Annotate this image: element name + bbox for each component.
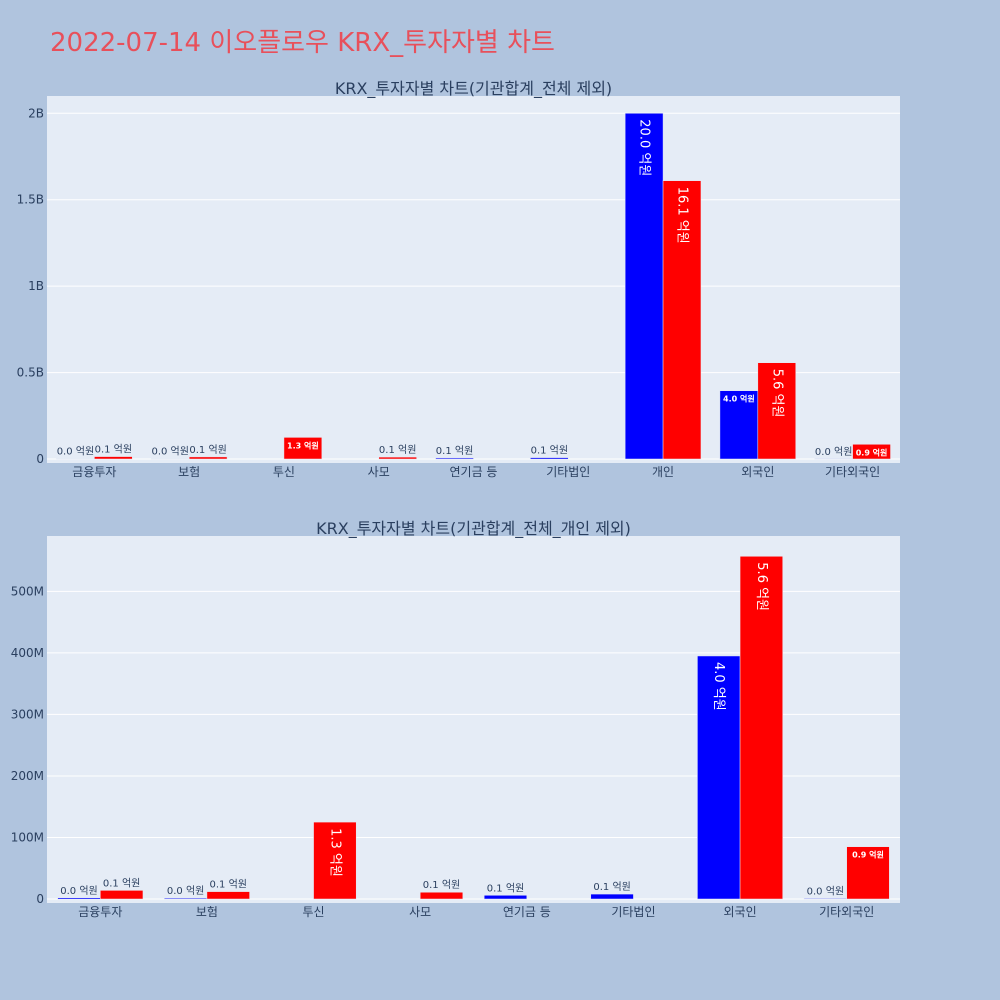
y-axis: 0 0.5B 1B 1.5B 2B [17,106,44,466]
bar-data-label: 0.1 억원 [95,444,132,456]
bar-data-label: 0.9 억원 [852,850,884,860]
bar-data-label: 0.1 억원 [531,445,568,457]
x-tick-label: 기타외국인 [819,905,874,919]
x-tick-label: 개인 [652,465,674,479]
bar-buy [590,893,634,900]
bar-sell [757,362,796,460]
bar-sell [283,437,323,460]
x-axis: 금융투자 보험 투신 사모 연기금 등 기타법인 개인 외국인 기타외국인 [72,465,880,479]
y-tick-label: 0 [36,892,44,906]
page-title: 2022-07-14 이오플로우 KRX_투자자별 차트 [50,28,555,58]
bar-data-label: 0.9 억원 [856,447,888,457]
bar-sell [313,821,357,900]
y-tick-label: 400M [11,646,44,660]
bar-sell [94,456,133,460]
x-tick-label: 금융투자 [78,905,122,919]
y-axis: 0 100M 200M 300M 400M 500M [11,584,44,906]
y-tick-label: 1B [28,279,44,293]
bar-labels: 0.0 억원 0.1 억원 0.0 억원 0.1 억원 1.3 억원 0.1 억원 0.1 … [60,562,884,897]
bar-sell [662,180,702,460]
x-tick-label: 투신 [273,465,295,479]
bar-data-label: 1.3 억원 [327,828,342,877]
bar-data-label: 1.3 억원 [287,440,319,450]
bar-data-label: 0.1 억원 [487,882,524,894]
bar-data-label: 5.6 억원 [754,562,769,611]
bar-data-label: 0.0 억원 [167,885,204,897]
y-tick-label: 0.5B [17,366,44,380]
bar-sell [739,556,783,900]
y-tick-label: 500M [11,584,44,598]
chart-institution-excl-total: 0.0 억원 0.1 억원 0.0 억원 0.1 억원 1.3 억원 0.1 억원 0.1 … [17,79,900,479]
bar-buy [803,898,847,900]
chart-title: KRX_투자자별 차트(기관합계_전체 제외) [335,79,612,99]
bar-data-label: 0.1 억원 [593,881,630,893]
x-tick-label: 보험 [196,905,218,919]
y-tick-label: 2B [28,106,44,120]
y-tick-label: 0 [36,452,44,466]
bar-data-label: 16.1 억원 [675,187,690,244]
bar-data-label: 0.1 억원 [210,879,247,891]
bar-data-label: 0.1 억원 [379,444,416,456]
chart-title: KRX_투자자별 차트(기관합계_전체_개인 제외) [316,519,631,539]
bar-buy [624,113,664,460]
bar-data-label: 0.0 억원 [815,446,852,458]
bar-data-label: 0.1 억원 [189,444,226,456]
bar-data-label: 0.0 억원 [151,446,188,458]
x-tick-label: 투신 [303,905,325,919]
x-tick-label: 보험 [178,465,200,479]
bar-buy [164,897,208,900]
y-tick-label: 1.5B [17,193,44,207]
bar-data-label: 0.0 억원 [60,885,97,897]
bar-sell [378,456,417,460]
bar-buy [697,655,741,900]
bar-buy [483,895,528,900]
bars [57,556,890,900]
x-tick-label: 기타외국인 [825,465,880,479]
x-tick-label: 사모 [409,905,431,919]
bar-sell [188,456,228,460]
bar-data-label: 5.6 억원 [769,369,784,418]
x-tick-label: 기타법인 [546,465,590,479]
bar-data-label: 0.1 억원 [423,879,460,891]
bar-data-label: 0.1 억원 [436,445,473,457]
bar-data-label: 4.0 억원 [711,662,726,711]
x-tick-label: 사모 [368,465,390,479]
bars [56,113,891,460]
bar-data-label: 0.1 억원 [103,877,140,889]
bar-data-label: 4.0 억원 [723,394,755,404]
y-tick-label: 300M [11,707,44,721]
bar-sell [100,890,144,900]
y-tick-label: 200M [11,769,44,783]
bar-sell [419,891,464,900]
x-tick-label: 외국인 [724,905,757,919]
bar-data-label: 0.0 억원 [807,885,844,897]
bar-buy [57,897,101,900]
x-tick-label: 외국인 [741,465,774,479]
x-tick-label: 연기금 등 [503,905,551,919]
bar-buy [435,457,474,460]
y-tick-label: 100M [11,830,44,844]
bar-buy [530,457,569,460]
bar-sell [846,846,890,900]
bar-sell [852,444,891,460]
chart-institution-excl-total-individual: 0.0 억원 0.1 억원 0.0 억원 0.1 억원 1.3 억원 0.1 억원 0.1 … [11,519,900,919]
bar-data-label: 0.0 억원 [57,446,94,458]
x-tick-label: 기타법인 [611,905,655,919]
x-tick-label: 금융투자 [72,465,116,479]
x-axis: 금융투자 보험 투신 사모 연기금 등 기타법인 외국인 기타외국인 [78,905,874,919]
bar-data-label: 20.0 억원 [637,119,652,176]
x-tick-label: 연기금 등 [450,465,498,479]
bar-sell [206,891,250,900]
